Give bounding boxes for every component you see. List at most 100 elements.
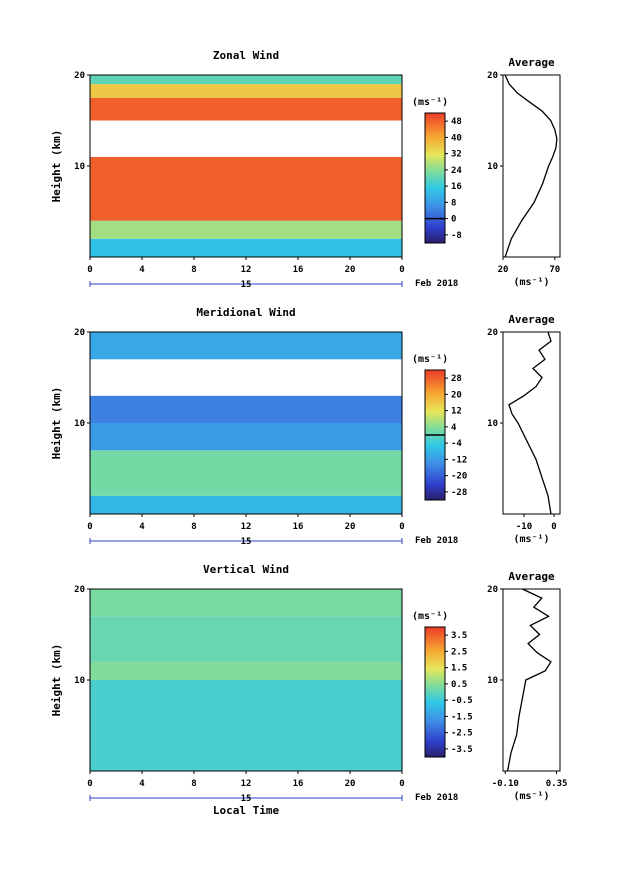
profile-x-tick-label: -10: [516, 522, 532, 532]
colorbar-tick-label: -12: [451, 455, 467, 465]
field-band: [90, 450, 402, 496]
month-label: Feb 2018: [415, 536, 458, 546]
profile-x-tick-label: 20: [498, 265, 509, 275]
date-label: 15: [241, 537, 252, 547]
y-axis-label: Height (km): [50, 387, 63, 460]
panel-2: Vertical Wind 20 10 Height (km) 0 4 8 12 16 20 0 15…: [50, 563, 567, 817]
field-band: [90, 84, 402, 98]
colorbar-tick-label: -8: [451, 231, 462, 241]
profile-y-tick-label: 20: [487, 71, 498, 81]
field-band: [90, 97, 402, 121]
colorbar-tick-label: 12: [451, 407, 462, 417]
x-tick-label: 4: [139, 265, 145, 275]
colorbar: [424, 112, 446, 244]
x-tick-label: 8: [191, 265, 196, 275]
y-axis-label: Height (km): [50, 644, 63, 717]
x-tick-label: 0: [87, 265, 92, 275]
profile-title: Average: [508, 570, 555, 583]
colorbar-tick-label: 0: [451, 215, 456, 225]
x-tick-label: 8: [191, 779, 196, 789]
field-band: [90, 120, 402, 157]
x-tick-label: 0: [87, 522, 92, 532]
field-band: [90, 495, 402, 514]
x-tick-label: 20: [345, 265, 356, 275]
profile-y-tick-label: 10: [487, 676, 498, 686]
colorbar-tick-label: 3.5: [451, 631, 467, 641]
colorbar-tick-label: 48: [451, 117, 462, 127]
colorbar-tick-label: -0.5: [451, 696, 473, 706]
colorbar-tick-label: 1.5: [451, 664, 467, 674]
x-tick-label: 0: [399, 522, 404, 532]
field-band: [90, 423, 402, 451]
profile-frame: [502, 74, 561, 258]
x-tick-label: 12: [241, 265, 252, 275]
date-label: 15: [241, 794, 252, 804]
profile-line: [508, 331, 552, 515]
profile-unit: (ms⁻¹): [513, 534, 549, 545]
field-band: [90, 156, 402, 221]
month-label: Feb 2018: [415, 793, 458, 803]
profile-title: Average: [508, 313, 555, 326]
y-tick-label: 20: [74, 585, 85, 595]
colorbar-tick-label: 28: [451, 374, 462, 384]
profile-unit: (ms⁻¹): [513, 277, 549, 288]
colorbar-tick-label: -2.5: [451, 729, 473, 739]
x-tick-label: 8: [191, 522, 196, 532]
colorbar-tick-label: 0.5: [451, 680, 467, 690]
field-band: [90, 661, 402, 680]
profile-frame: [502, 331, 561, 515]
profile-y-tick-label: 20: [487, 328, 498, 338]
field-band: [90, 616, 402, 662]
x-tick-label: 20: [345, 522, 356, 532]
date-label: 15: [241, 280, 252, 290]
profile-y-tick-label: 10: [487, 419, 498, 429]
field-band: [90, 332, 402, 360]
profile-x-tick-label: 0: [551, 522, 556, 532]
y-tick-label: 10: [74, 419, 85, 429]
colorbar-unit: (ms⁻¹): [412, 354, 448, 365]
field-band: [90, 680, 402, 771]
profile-y-tick-label: 20: [487, 585, 498, 595]
x-tick-label: 0: [399, 265, 404, 275]
colorbar-tick-label: 16: [451, 182, 462, 192]
field-band: [90, 589, 402, 617]
profile-frame: [502, 588, 561, 772]
panel-title: Zonal Wind: [213, 49, 279, 62]
colorbar-tick-label: -4: [451, 439, 462, 449]
y-tick-label: 20: [74, 328, 85, 338]
profile-x-tick-label: 0.35: [546, 779, 568, 789]
profile-line: [504, 74, 558, 258]
profile-line: [506, 588, 552, 772]
panel-title: Vertical Wind: [203, 563, 289, 576]
x-tick-label: 0: [87, 779, 92, 789]
panel-title: Meridional Wind: [196, 306, 295, 319]
field-band: [90, 75, 402, 85]
date-line-ends: [89, 281, 403, 287]
colorbar: [424, 626, 446, 758]
colorbar-tick-label: 20: [451, 390, 462, 400]
colorbar-tick-label: 32: [451, 150, 462, 160]
profile-title: Average: [508, 56, 555, 69]
colorbar-tick-label: -28: [451, 488, 467, 498]
colorbar-tick-label: 2.5: [451, 647, 467, 657]
month-label: Feb 2018: [415, 279, 458, 289]
profile-x-tick-label: -0.10: [492, 779, 519, 789]
profile-unit: (ms⁻¹): [513, 791, 549, 802]
colorbar-tick-label: -20: [451, 472, 467, 482]
profile-x-tick-label: 70: [549, 265, 560, 275]
x-tick-label: 0: [399, 779, 404, 789]
colorbar-unit: (ms⁻¹): [412, 611, 448, 622]
colorbar-tick-label: 24: [451, 166, 462, 176]
date-line-ends: [89, 538, 403, 544]
x-tick-label: 16: [293, 779, 304, 789]
colorbar-tick-label: -1.5: [451, 712, 473, 722]
x-tick-label: 4: [139, 522, 145, 532]
y-tick-label: 10: [74, 162, 85, 172]
colorbar-tick-label: 40: [451, 133, 462, 143]
field-band: [90, 220, 402, 239]
x-tick-label: 12: [241, 522, 252, 532]
x-tick-label: 20: [345, 779, 356, 789]
x-tick-label: 16: [293, 522, 304, 532]
